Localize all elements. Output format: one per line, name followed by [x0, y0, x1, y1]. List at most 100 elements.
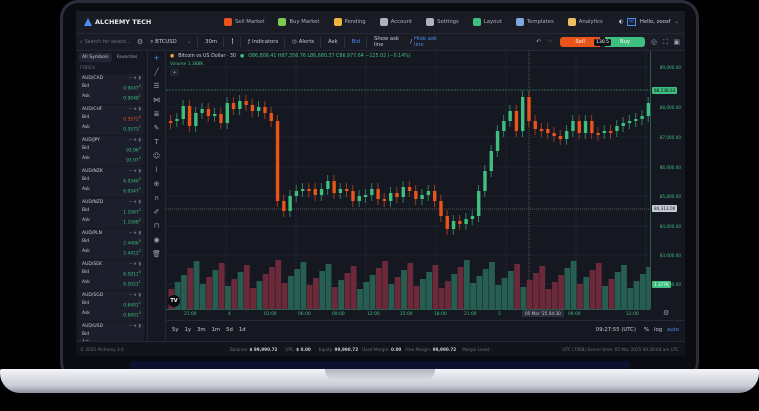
bar-chart-icon[interactable]: ▮ — [138, 169, 141, 174]
brush-icon[interactable]: ✎ — [153, 124, 160, 132]
watchlist-item[interactable]: AUD/NZK – ★ ▮ Bid 6.93460 Ask 6.93477 — [79, 167, 144, 197]
collapse-legend-button[interactable]: ▴ — [170, 69, 179, 76]
tradingview-logo[interactable]: TV — [168, 295, 180, 307]
star-icon[interactable]: ★ — [133, 231, 138, 236]
star-icon[interactable]: ★ — [133, 76, 138, 81]
sell-button[interactable]: Sell — [560, 37, 601, 47]
minus-icon[interactable]: – — [129, 231, 132, 236]
buy-button[interactable]: Buy — [605, 37, 646, 47]
minus-icon[interactable]: – — [129, 138, 132, 143]
user-greeting[interactable]: Hello, zoosf — [639, 19, 671, 25]
price-axis[interactable]: 89,000.00 88,000.00 87,000.00 86,000.00 85,0… — [650, 51, 685, 309]
tab-all-symbols[interactable]: All Symbols — [79, 53, 112, 62]
fullscreen-icon[interactable]: ⛶ — [663, 37, 668, 46]
watchlist-item[interactable]: AUD/SGD – ★ ▮ Bid 0.84011 Ask 0.84013 — [79, 291, 144, 321]
emoji-icon[interactable]: ☺ — [152, 152, 161, 160]
minus-icon[interactable]: – — [129, 200, 132, 205]
crosshair-icon[interactable]: + — [153, 54, 160, 62]
chevron-down-icon[interactable]: ⌄ — [674, 19, 679, 25]
utc-time[interactable]: 09:27:55 (UTC) — [595, 326, 636, 333]
text-icon[interactable]: T — [154, 138, 159, 146]
magnet-icon[interactable]: ∩ — [153, 194, 160, 202]
bar-chart-icon[interactable]: ▮ — [138, 200, 141, 205]
pitchfork-icon[interactable]: ⋈ — [153, 96, 160, 104]
watchlist-item[interactable]: AUD/PLN – ★ ▮ Bid 2.44065 Ask 2.44122 — [79, 229, 144, 259]
time-axis[interactable]: 05 Mar '25 04:30 21:00 4 03:00 06:00 09:00 12… — [166, 309, 650, 319]
percent-toggle[interactable]: % — [643, 326, 649, 333]
watchlist-item[interactable]: AUD/NZD – ★ ▮ Bid 1.10672 Ask 1.10682 — [79, 198, 144, 228]
undo-icon[interactable]: ↶ — [536, 39, 541, 45]
gear-icon[interactable]: ⚙ — [136, 38, 144, 46]
nav-item-sell-market[interactable]: Sell Market — [224, 18, 264, 26]
nav-item-layout[interactable]: Layout — [472, 18, 502, 26]
theme-toggle-icon[interactable]: ◐ — [618, 19, 624, 25]
candlestick-chart[interactable] — [166, 51, 652, 309]
auto-toggle[interactable]: auto — [667, 326, 679, 333]
alerts-button[interactable]: ◷ Alerts — [292, 39, 314, 45]
star-icon[interactable]: ★ — [133, 107, 138, 112]
bar-chart-icon[interactable]: ▮ — [138, 262, 141, 267]
bar-chart-icon[interactable]: ▮ — [138, 107, 141, 112]
ask-button[interactable]: Ask — [328, 39, 338, 45]
nav-item-pending[interactable]: Pending — [333, 18, 366, 26]
range-button-1d[interactable]: 1d — [238, 326, 246, 333]
axis-settings-icon[interactable]: ⚙ — [663, 309, 670, 317]
range-button-5y[interactable]: 5y — [172, 326, 179, 333]
bar-chart-icon[interactable]: ▮ — [138, 231, 141, 236]
asset-search[interactable]: ⌕ Search for assets... — [80, 36, 137, 48]
log-toggle[interactable]: log — [654, 326, 663, 333]
minus-icon[interactable]: – — [129, 169, 132, 174]
hide-ask-line[interactable]: Hide ask line — [414, 36, 437, 48]
price-chart[interactable]: ● Bitcoin vs US Dollar · 30 ● O86,806.41… — [166, 51, 652, 309]
star-icon[interactable]: ★ — [133, 169, 138, 174]
camera-icon[interactable]: ▣ — [673, 38, 680, 46]
range-button-1y[interactable]: 1y — [184, 326, 192, 333]
bar-chart-icon[interactable]: ▮ — [138, 76, 141, 81]
watchlist-item[interactable]: AUD/CHF – ★ ▮ Bid 0.55726 Ask 0.55737 — [79, 105, 144, 135]
nav-item-analytics[interactable]: Analytics — [567, 18, 603, 26]
symbol-search[interactable]: ⌕ BTCUSD ⌄ — [150, 39, 191, 46]
watchlist-item[interactable]: AUD/JPY – ★ ▮ Bid 93.964 Ask 93.975 — [79, 136, 144, 166]
watchlist-item[interactable]: AUD/CAD – ★ ▮ Bid 0.90470 Ask 0.90481 — [79, 74, 144, 104]
star-icon[interactable]: ★ — [133, 138, 138, 143]
minus-icon[interactable]: – — [129, 76, 132, 81]
search-input[interactable]: Search for assets... — [84, 39, 131, 45]
horizontal-lines-icon[interactable]: ☰ — [153, 82, 160, 90]
redo-icon[interactable]: ↷ — [547, 39, 553, 45]
app-logo[interactable]: ALCHEMY TECH — [84, 18, 224, 26]
star-icon[interactable]: ★ — [133, 293, 138, 298]
minus-icon[interactable]: – — [129, 262, 132, 267]
star-icon[interactable]: ★ — [133, 262, 138, 267]
bid-button[interactable]: Bid — [351, 39, 360, 45]
minus-icon[interactable]: – — [129, 293, 132, 298]
zoom-icon[interactable]: ⊕ — [153, 180, 160, 188]
minus-icon[interactable]: – — [129, 324, 132, 329]
bar-chart-icon[interactable]: ▮ — [138, 324, 141, 329]
indicators-button[interactable]: ƒ Indicators — [248, 39, 278, 45]
tab-favorites[interactable]: Favorites — [116, 55, 138, 60]
star-icon[interactable]: ★ — [133, 200, 138, 205]
range-button-3m[interactable]: 3m — [197, 326, 206, 333]
nav-item-account[interactable]: Account — [379, 18, 412, 26]
lock-icon[interactable]: ⊓ — [153, 222, 160, 230]
nav-item-settings[interactable]: Settings — [426, 18, 459, 26]
show-ask-line[interactable]: Show ask line — [373, 36, 400, 48]
bar-chart-icon[interactable]: ▮ — [138, 138, 141, 143]
candle-type-icon[interactable]: ┇ — [231, 39, 235, 45]
minus-icon[interactable]: – — [129, 107, 132, 112]
nav-item-templates[interactable]: Templates — [515, 18, 554, 26]
pencil-lock-icon[interactable]: ✐ — [153, 208, 160, 216]
nav-item-buy-market[interactable]: Buy Market — [278, 18, 320, 26]
fib-icon[interactable]: ≣ — [153, 110, 160, 118]
settings-icon[interactable]: ◎ — [650, 38, 657, 46]
range-button-5d[interactable]: 5d — [226, 326, 233, 333]
ruler-icon[interactable]: ⌇ — [154, 166, 159, 174]
range-button-1m[interactable]: 1m — [211, 326, 221, 333]
mail-icon[interactable]: ✉ — [627, 18, 636, 26]
ask-line-toggle[interactable]: Show ask line / Hide ask line — [374, 36, 446, 48]
star-icon[interactable]: ★ — [133, 324, 138, 329]
trend-line-icon[interactable]: ╱ — [154, 68, 159, 76]
trash-icon[interactable]: 🗑 — [152, 250, 161, 258]
bar-chart-icon[interactable]: ▮ — [138, 293, 141, 298]
eye-icon[interactable]: ◉ — [153, 236, 160, 244]
